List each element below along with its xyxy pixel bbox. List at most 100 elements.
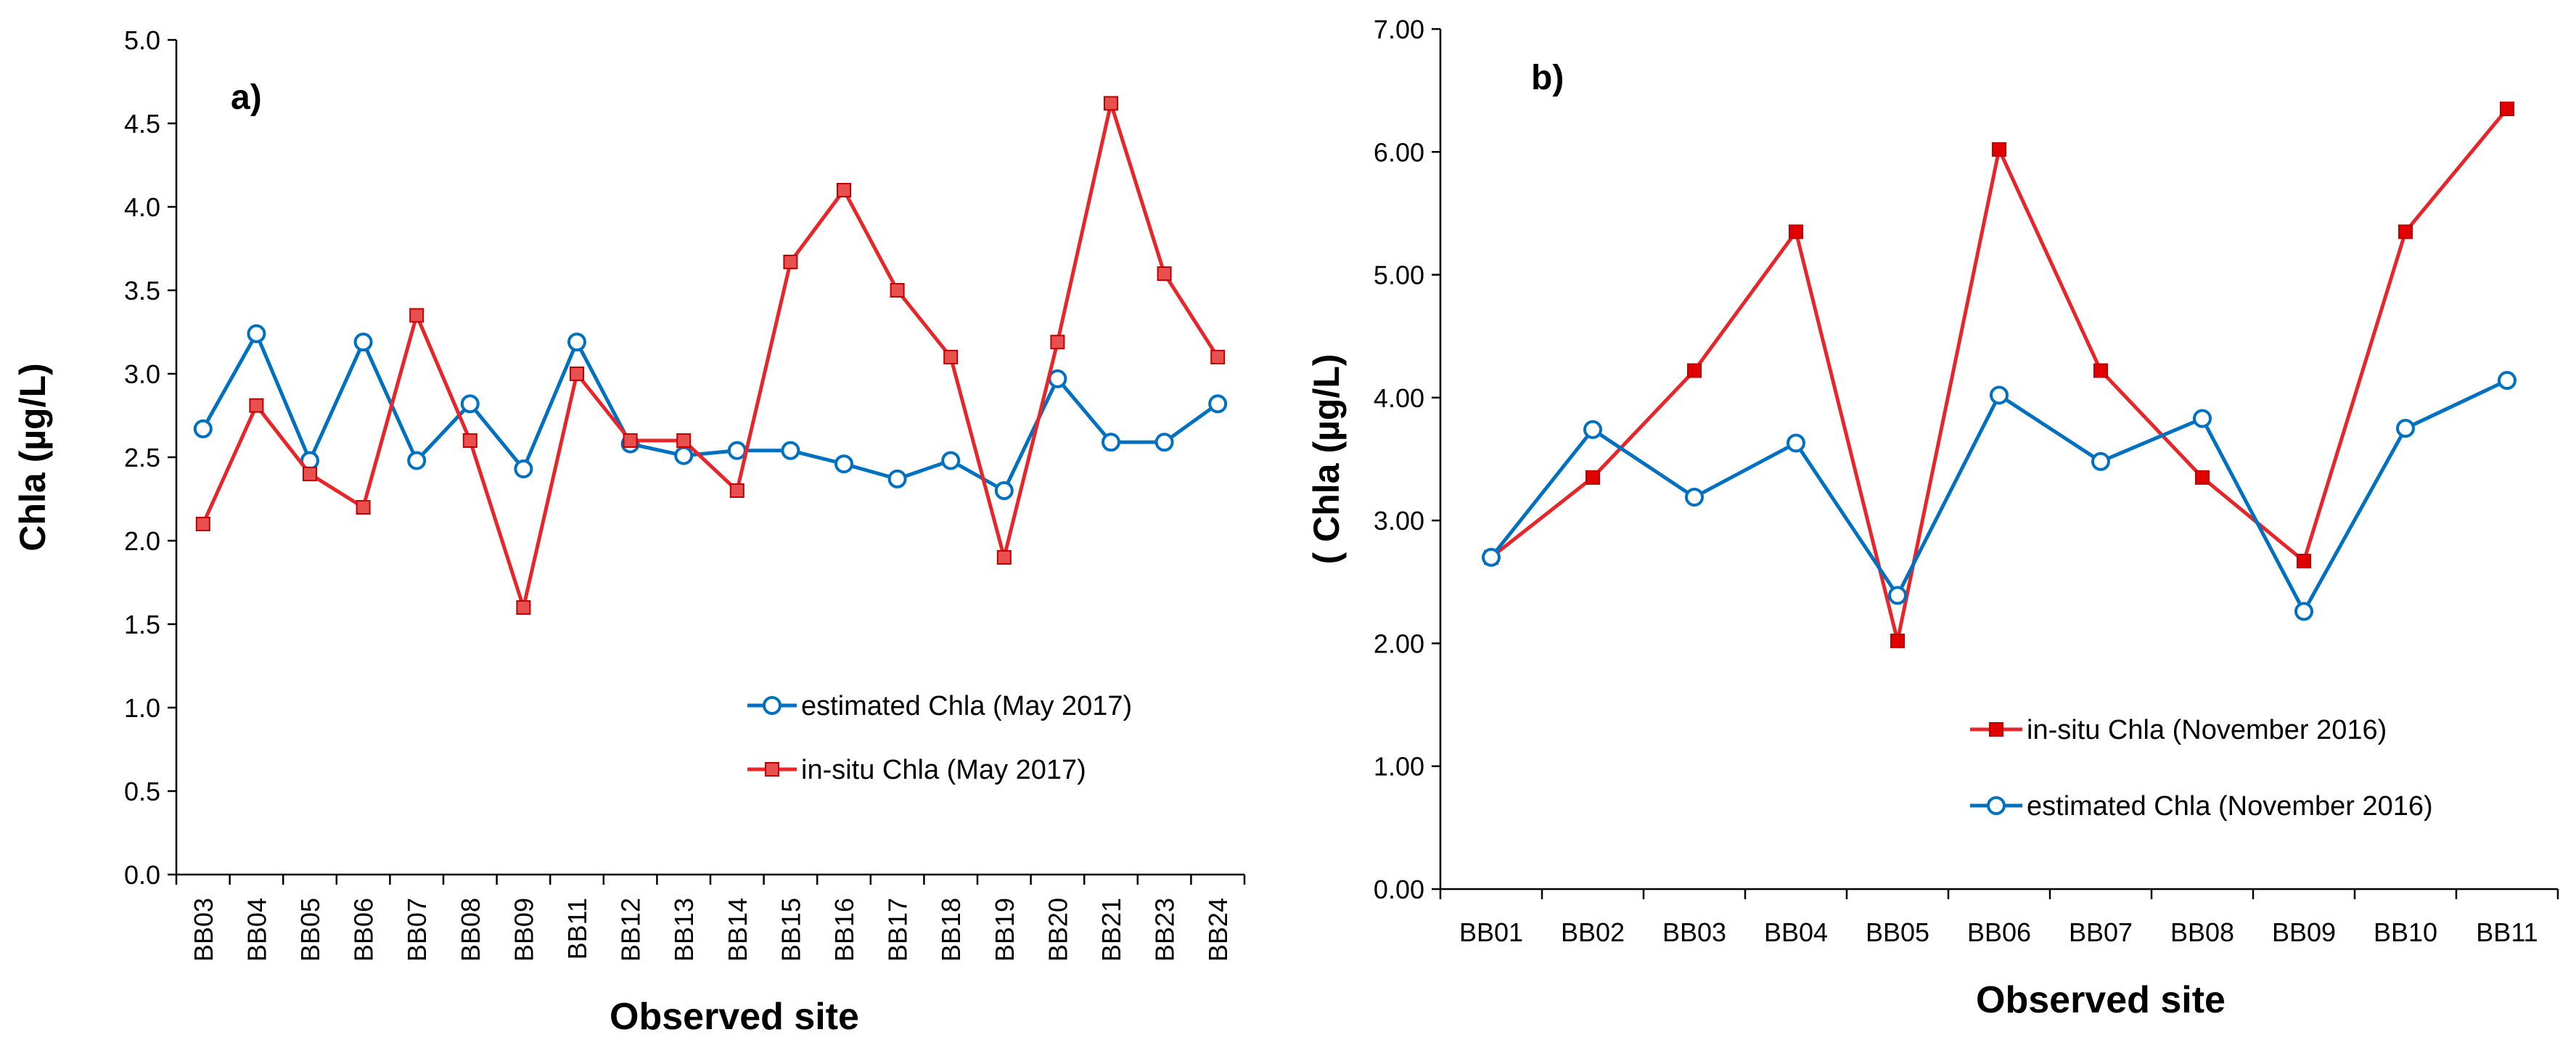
- data-point: [1048, 369, 1067, 388]
- data-point: [2091, 451, 2110, 471]
- y-tick-label: 4.0: [124, 192, 160, 222]
- data-point: [2297, 554, 2311, 569]
- data-point: [1990, 385, 2009, 405]
- chart-panel-a: 0.0 0.5 1.0 1.5 2.0 2.5 3.0 3.5 4.0 4.5 5.0 BB03 BB0…: [12, 25, 1246, 1038]
- data-point: [567, 332, 586, 352]
- data-point: [570, 367, 584, 381]
- y-tick-label: 2.0: [124, 526, 160, 556]
- data-point: [356, 500, 371, 515]
- chart-panel-b: 0.00 1.00 2.00 3.00 4.00 5.00 6.00 7.00 BB01 BB02…: [1306, 15, 2559, 1021]
- data-point: [2195, 470, 2210, 485]
- legend: in-situ Chla (November 2016) estimated Ch…: [1970, 715, 2433, 822]
- data-point: [943, 350, 959, 364]
- data-point: [890, 283, 905, 298]
- data-point: [1685, 487, 1704, 507]
- legend-marker: [1987, 796, 2006, 815]
- y-tick-label: 7.00: [1374, 15, 1424, 44]
- data-point: [1208, 394, 1228, 414]
- data-point: [1583, 419, 1602, 439]
- y-tick-label: 5.00: [1374, 261, 1424, 290]
- series-line: [1490, 378, 2509, 613]
- series-line: [201, 332, 1219, 493]
- data-point: [193, 419, 213, 438]
- data-point: [676, 433, 692, 448]
- y-tick-label: 3.5: [124, 276, 160, 306]
- data-point: [516, 600, 531, 615]
- x-tick-label: BB15: [776, 898, 805, 962]
- legend: estimated Chla (May 2017) in-situ Chla (M…: [747, 691, 1132, 785]
- y-tick-label: 4.5: [124, 109, 160, 139]
- x-tick-label: BB10: [2374, 917, 2437, 947]
- x-tick-label: BB07: [2069, 917, 2133, 947]
- x-tick-label: BB05: [295, 898, 325, 962]
- data-point: [887, 469, 907, 488]
- legend-label: estimated Chla (November 2016): [2027, 791, 2433, 822]
- y-tick-label: 4.00: [1374, 383, 1424, 413]
- y-tick-label: 3.0: [124, 359, 160, 389]
- y-tick-label: 2.5: [124, 443, 160, 472]
- x-tick-label: BB17: [883, 898, 913, 962]
- y-tick-label: 1.0: [124, 693, 160, 723]
- y-tick-label: 0.00: [1374, 875, 1424, 904]
- data-point: [249, 398, 264, 413]
- series-line: [1490, 107, 2509, 643]
- data-point: [1154, 433, 1174, 452]
- series-in-situ-chla-november-2016-: [1484, 102, 2514, 649]
- data-point: [2500, 102, 2514, 117]
- x-tick-label: BB11: [2476, 917, 2538, 947]
- x-tick-label: BB16: [829, 898, 859, 962]
- y-axis-title: Chla (µg/L): [12, 363, 53, 551]
- data-point: [1104, 96, 1118, 111]
- data-point: [1586, 470, 1600, 485]
- x-tick-label: BB14: [723, 898, 752, 962]
- x-tick-label: BB05: [1866, 917, 1929, 947]
- x-tick-label: BB24: [1203, 898, 1233, 962]
- x-tick-label: BB18: [936, 898, 966, 962]
- series-in-situ-chla-may-2017-: [195, 96, 1226, 615]
- x-tick-label: BB21: [1096, 898, 1126, 962]
- data-point: [674, 446, 694, 465]
- y-tick-label: 6.00: [1374, 137, 1424, 167]
- x-tick-label: BB12: [616, 898, 646, 962]
- data-point: [2093, 363, 2108, 378]
- y-tick-label: 5.0: [124, 25, 160, 55]
- data-point: [2498, 371, 2516, 390]
- x-tick-label: BB06: [349, 898, 379, 962]
- data-point: [409, 308, 424, 323]
- x-tick-label: BB09: [509, 898, 538, 962]
- y-tick-label: 3.00: [1374, 506, 1424, 536]
- x-tick-label: BB03: [189, 898, 218, 962]
- data-point: [729, 483, 745, 498]
- data-point: [1789, 224, 1803, 240]
- data-point: [1210, 350, 1226, 364]
- legend-marker: [765, 762, 779, 777]
- panel-label: b): [1531, 59, 1564, 97]
- y-tick-label: 1.5: [124, 610, 160, 639]
- x-tick-label: BB19: [990, 898, 1020, 962]
- x-tick-label: BB23: [1150, 898, 1180, 962]
- x-tick-label: BB08: [456, 898, 485, 962]
- legend-label: in-situ Chla (November 2016): [2027, 715, 2387, 745]
- x-tick-label: BB04: [1764, 917, 1828, 947]
- data-point: [837, 183, 851, 197]
- legend-label: in-situ Chla (May 2017): [801, 755, 1086, 785]
- legend-marker: [763, 696, 782, 715]
- data-point: [1157, 266, 1172, 281]
- data-point: [303, 467, 317, 481]
- data-point: [2294, 602, 2313, 621]
- data-point: [781, 441, 800, 460]
- data-point: [727, 441, 747, 460]
- x-tick-label: BB08: [2170, 917, 2234, 947]
- data-point: [1050, 335, 1065, 350]
- data-point: [941, 451, 961, 470]
- x-axis-title: Observed site: [610, 996, 859, 1038]
- series-line: [201, 101, 1220, 610]
- data-point: [623, 433, 638, 448]
- x-tick-label: BB13: [669, 898, 699, 962]
- data-point: [996, 550, 1012, 565]
- y-tick-label: 2.00: [1374, 629, 1424, 658]
- data-point: [783, 254, 798, 269]
- data-point: [247, 324, 266, 343]
- legend-marker: [1989, 722, 2003, 737]
